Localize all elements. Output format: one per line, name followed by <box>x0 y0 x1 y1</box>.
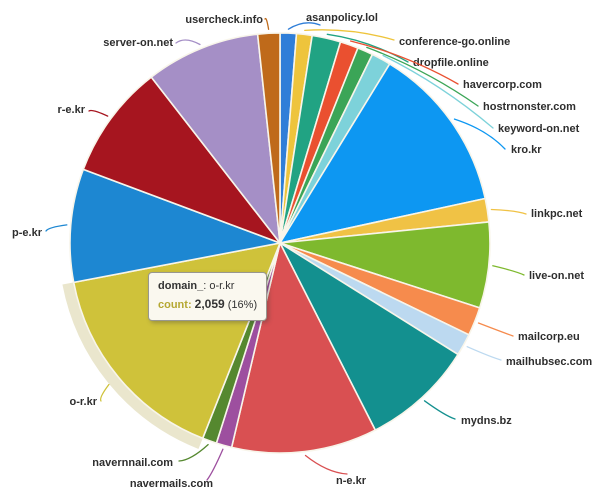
tooltip-domain-line: domain_: o-r.kr <box>158 278 257 295</box>
leader-line-kro.kr <box>453 118 506 150</box>
highlight-halo <box>62 282 203 449</box>
leader-line-linkpc.net <box>490 208 527 215</box>
leader-line-navernnail.com <box>178 443 209 462</box>
leader-line-live-on.net <box>492 265 525 276</box>
slice-label-havercorp.com: havercorp.com <box>463 79 542 91</box>
tooltip: domain_: o-r.kr count: 2,059 (16%) <box>148 272 268 322</box>
slice-label-hostrnonster.com: hostrnonster.com <box>483 101 576 113</box>
pie-slice-kro.kr[interactable] <box>279 63 486 244</box>
tooltip-field-value: : o-r.kr <box>203 280 235 292</box>
slice-label-dropfile.online: dropfile.online <box>413 57 489 69</box>
slice-label-asanpolicy.lol: asanpolicy.lol <box>306 12 378 24</box>
pie-slice-server-on.net[interactable] <box>150 33 281 244</box>
leader-line-asanpolicy.lol <box>287 22 321 30</box>
leader-line-server-on.net <box>175 39 201 46</box>
pie-slice-n-e.kr[interactable] <box>230 242 377 454</box>
slice-label-server-on.net: server-on.net <box>103 37 173 49</box>
pie-slice-mydns.bz[interactable] <box>279 242 459 431</box>
slice-label-linkpc.net: linkpc.net <box>531 208 583 220</box>
leader-line-conference-go.online <box>304 29 395 41</box>
leader-line-mydns.bz <box>423 400 456 420</box>
tooltip-count-label: count: <box>158 299 192 312</box>
leader-line-mailcorp.eu <box>477 322 514 337</box>
leader-line-mailhubsec.com <box>466 346 502 361</box>
slice-label-mailcorp.eu: mailcorp.eu <box>518 331 580 343</box>
slice-label-mailhubsec.com: mailhubsec.com <box>506 356 592 368</box>
leader-line-navermails.com <box>206 448 224 481</box>
slice-label-n-e.kr: n-e.kr <box>336 475 367 487</box>
leader-line-n-e.kr <box>304 454 348 475</box>
tooltip-count-line: count: 2,059 (16%) <box>158 295 257 314</box>
slice-label-r-e.kr: r-e.kr <box>57 104 85 116</box>
pie-slice-r-e.kr[interactable] <box>82 76 281 244</box>
tooltip-field-name: domain_ <box>158 280 204 292</box>
leader-line-r-e.kr <box>88 109 109 117</box>
tooltip-count-value: 2,059 <box>194 297 225 312</box>
slice-label-kro.kr: kro.kr <box>511 144 542 156</box>
pie-slice-p-e.kr[interactable] <box>69 168 281 284</box>
leader-line-p-e.kr <box>45 224 68 232</box>
leader-line-keyword-on.net <box>382 54 494 129</box>
leader-line-o-r.kr <box>99 383 110 402</box>
slice-label-mydns.bz: mydns.bz <box>461 415 512 427</box>
leader-line-dropfile.online <box>326 33 409 63</box>
slice-label-navernnail.com: navernnail.com <box>92 457 173 469</box>
leader-line-hostrnonster.com <box>366 46 479 107</box>
slice-label-conference-go.online: conference-go.online <box>399 36 510 48</box>
slice-label-keyword-on.net: keyword-on.net <box>498 123 580 135</box>
pie-slice-usercheck.info[interactable] <box>256 32 281 244</box>
slice-label-o-r.kr: o-r.kr <box>69 396 97 408</box>
slice-label-navermails.com: navermails.com <box>130 478 213 490</box>
slice-label-usercheck.info: usercheck.info <box>185 14 263 26</box>
slice-label-live-on.net: live-on.net <box>529 270 584 282</box>
leader-line-usercheck.info <box>264 17 270 30</box>
leader-line-havercorp.com <box>349 40 459 85</box>
tooltip-count-percent: (16%) <box>227 299 258 312</box>
slice-label-p-e.kr: p-e.kr <box>12 227 43 239</box>
